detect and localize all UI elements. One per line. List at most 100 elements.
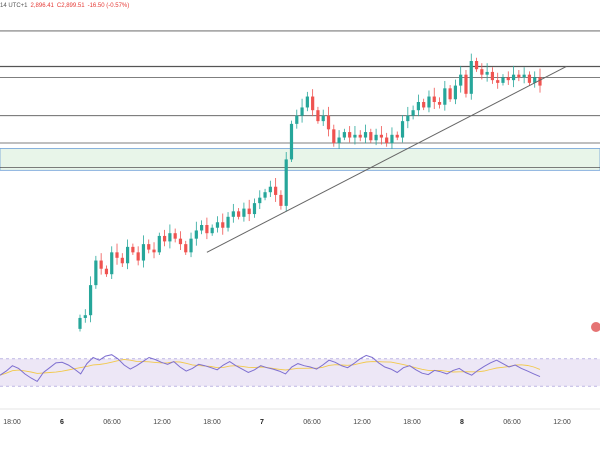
candle-body[interactable] (131, 246, 135, 253)
candle-body[interactable] (506, 77, 510, 81)
candle-body[interactable] (157, 235, 161, 253)
candle-body[interactable] (237, 211, 241, 217)
candle-body[interactable] (459, 74, 463, 86)
candle-body[interactable] (406, 115, 410, 122)
candle-body[interactable] (538, 77, 542, 86)
candle-body[interactable] (517, 74, 521, 78)
candle-body[interactable] (395, 134, 399, 138)
candle-body[interactable] (104, 268, 109, 275)
candle-body[interactable] (527, 74, 532, 83)
candle-body[interactable] (321, 115, 325, 122)
candle-body[interactable] (448, 88, 452, 100)
candle-body[interactable] (480, 69, 484, 75)
candle-body[interactable] (125, 246, 130, 264)
candle-body[interactable] (358, 134, 362, 138)
candle-body[interactable] (152, 249, 156, 253)
candle-body[interactable] (411, 110, 415, 116)
candle-body[interactable] (184, 244, 188, 253)
candle-body[interactable] (363, 132, 368, 138)
candle-body[interactable] (162, 235, 167, 242)
candle-body[interactable] (385, 137, 389, 143)
candle-body[interactable] (247, 208, 251, 215)
header-interval: 14 UTC+1 (0, 3, 28, 9)
candle-body[interactable] (522, 74, 526, 78)
candle-body[interactable] (295, 115, 299, 124)
candle-body[interactable] (374, 134, 378, 141)
candle-body[interactable] (221, 222, 225, 228)
candle-body[interactable] (99, 260, 103, 269)
x-tick-label: 12:00 (553, 419, 571, 426)
candle-body[interactable] (268, 186, 272, 193)
candle-body[interactable] (348, 132, 352, 138)
candle-body[interactable] (369, 132, 373, 141)
candle-body[interactable] (226, 216, 230, 228)
candle-body[interactable] (210, 227, 214, 234)
x-tick-label: 18:00 (403, 419, 421, 426)
candle-body[interactable] (332, 129, 336, 143)
candle-body[interactable] (173, 233, 177, 239)
candle-body[interactable] (316, 110, 320, 122)
candle-body[interactable] (215, 222, 220, 228)
candle-body[interactable] (437, 102, 442, 105)
candle-body[interactable] (511, 74, 516, 81)
candle-body[interactable] (200, 225, 204, 231)
x-tick-label: 18:00 (3, 419, 21, 426)
candle-body[interactable] (337, 137, 341, 143)
candle-body[interactable] (289, 123, 294, 160)
candle-body[interactable] (311, 96, 315, 111)
x-tick-day-label: 7 (260, 419, 264, 426)
candle-body[interactable] (496, 80, 500, 83)
candle-body[interactable] (136, 252, 140, 261)
candle-body[interactable] (88, 285, 93, 316)
candle-body[interactable] (453, 85, 458, 100)
candle-body[interactable] (258, 197, 262, 204)
candle-body[interactable] (94, 260, 98, 286)
candle-body[interactable] (279, 194, 283, 206)
candle-body[interactable] (432, 96, 436, 102)
candle-body[interactable] (115, 252, 119, 258)
candle-body[interactable] (141, 244, 146, 261)
candle-body[interactable] (120, 257, 124, 264)
candle-body[interactable] (147, 244, 151, 250)
candle-body[interactable] (485, 71, 489, 75)
candle-body[interactable] (305, 96, 309, 108)
candle-body[interactable] (110, 252, 114, 275)
candle-body[interactable] (168, 233, 172, 242)
candle-body[interactable] (353, 134, 357, 138)
x-tick-label: 06:00 (503, 419, 521, 426)
candle-body[interactable] (194, 230, 198, 239)
candle-body[interactable] (443, 88, 447, 105)
indicator-marker-icon[interactable] (591, 322, 600, 332)
candle-body[interactable] (252, 203, 257, 215)
candle-body[interactable] (533, 77, 537, 83)
candle-body[interactable] (427, 96, 431, 108)
candle-body[interactable] (83, 315, 87, 318)
candle-body[interactable] (490, 71, 495, 81)
candle-body[interactable] (78, 317, 82, 329)
candle-body[interactable] (416, 102, 420, 111)
candle-body[interactable] (474, 61, 479, 70)
candle-body[interactable] (300, 107, 304, 116)
candle-body[interactable] (501, 77, 505, 83)
candle-body[interactable] (284, 159, 288, 206)
candle-body[interactable] (263, 192, 267, 198)
candle-body[interactable] (274, 186, 278, 195)
candle-body[interactable] (326, 115, 331, 130)
candle-body[interactable] (242, 208, 246, 217)
trendline (206, 66, 567, 253)
candle-body[interactable] (469, 61, 473, 94)
candle-body[interactable] (178, 238, 183, 245)
support-zone (0, 148, 600, 171)
candle-body[interactable] (205, 225, 209, 234)
candle-body[interactable] (422, 102, 426, 108)
candle-body[interactable] (390, 134, 394, 143)
candle-body[interactable] (379, 134, 383, 138)
candle-body[interactable] (464, 74, 468, 94)
candle-body[interactable] (400, 121, 405, 138)
candle-body[interactable] (189, 238, 193, 253)
candle-body[interactable] (231, 211, 235, 217)
candle-body[interactable] (342, 132, 346, 138)
x-tick-label: 06:00 (103, 419, 121, 426)
rsi-line (0, 354, 541, 383)
